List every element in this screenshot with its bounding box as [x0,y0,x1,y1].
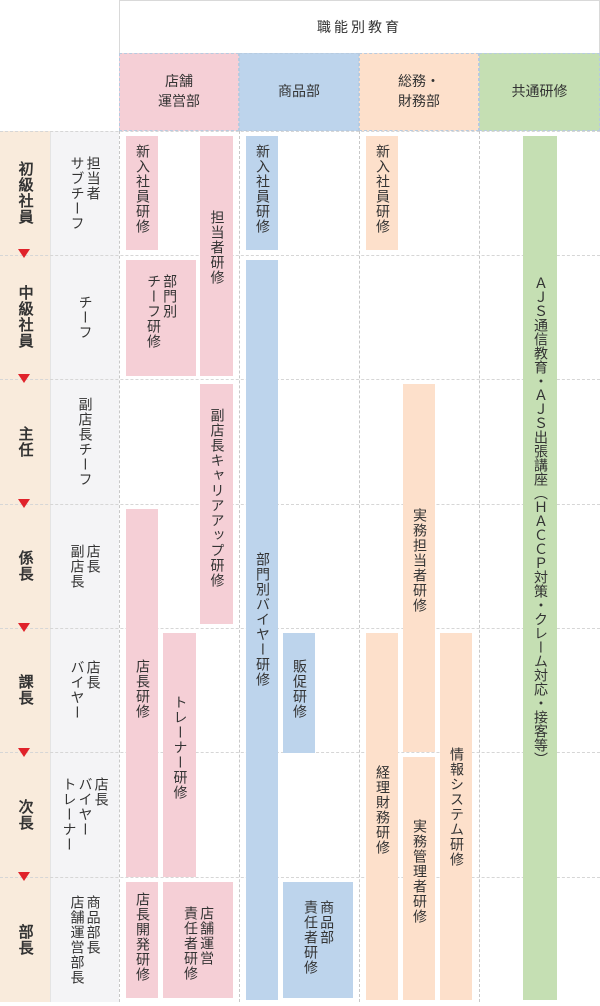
down-arrow-icon [18,872,30,881]
program-store-manager-development: 店長開発研修 [126,882,158,998]
position-column [50,131,119,1002]
grid-line [0,628,600,629]
column-header-store-operations: 店舗 運営部 [119,53,239,131]
down-arrow-icon [18,249,30,258]
program-admin-practical-staff: 実務担当者研修 [403,384,435,752]
program-merch-dept-buyer: 部門別バイヤー研修 [246,260,278,1000]
column-header-merchandise: 商品部 [239,53,359,131]
grid-line [0,131,600,132]
program-common-ajs-training: ＡＪＳ通信教育・ＡＪＳ出張講座（ＨＡＣＣＰ対策・クレーム対応・接客等） [523,136,557,1000]
program-store-vice-manager-career: 副店長キャリアアップ研修 [200,384,233,624]
header-title: 職能別教育 [119,0,600,53]
program-merch-manager: 商品部 責任者研修 [283,882,353,998]
program-store-manager: 店長研修 [126,509,158,877]
grid-line [0,877,600,878]
rank-column [0,131,50,1002]
program-store-dept-chief: 部門別 チーフ研修 [126,260,196,376]
position-shunin: 副店長チーフ [76,396,93,487]
rank-kacho: 課長 [16,674,35,706]
program-store-trainer: トレーナー研修 [163,633,196,877]
column-header-admin-finance: 総務・ 財務部 [359,53,479,131]
program-admin-practical-manager: 実務管理者研修 [403,757,435,1000]
grid-line [239,131,240,1002]
grid-line [119,131,120,1002]
program-store-new-employee: 新入社員研修 [126,136,158,250]
grid-line [0,504,600,505]
program-merch-new-employee: 新入社員研修 [246,136,278,250]
position-bucho: 商品部長 店舗運営部長 [68,894,101,985]
rank-shunin: 主任 [16,425,35,458]
grid-line [0,255,600,256]
program-store-operations-manager: 店舗運営 責任者研修 [163,882,233,998]
position-kakaricho: 店長 副店長 [68,543,101,589]
grid-line [0,379,600,380]
rank-shokyu: 初級社員 [16,161,35,225]
column-header-common-training: 共通研修 [479,53,600,131]
down-arrow-icon [18,374,30,383]
position-jicho: 店長 バイヤー トレーナー [60,777,109,852]
down-arrow-icon [18,499,30,508]
position-chukyu: チーフ [76,294,93,340]
grid-line [359,131,360,1002]
rank-jicho: 次長 [16,798,35,831]
down-arrow-icon [18,623,30,632]
program-admin-accounting-finance: 経理財務研修 [366,633,398,1000]
grid-line [479,131,480,1002]
rank-chukyu: 中級社員 [16,285,35,349]
program-store-staff-training: 担当者研修 [200,136,233,376]
position-shokyu: 担当者 サブチーフ [68,155,101,231]
position-kacho: 店長 バイヤー [68,660,101,720]
down-arrow-icon [18,748,30,757]
program-admin-new-employee: 新入社員研修 [366,136,398,250]
rank-kakaricho: 係長 [16,550,35,582]
rank-bucho: 部長 [16,923,35,956]
program-admin-information-systems: 情報システム研修 [440,633,472,1000]
program-merch-promotion: 販促研修 [283,633,315,753]
